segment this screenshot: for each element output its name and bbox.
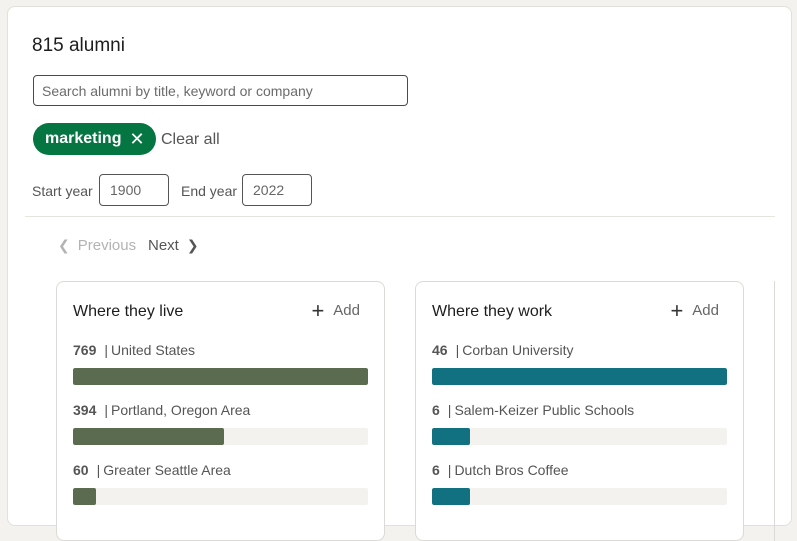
filter-pill-label: marketing: [45, 130, 122, 147]
row-count: 46: [432, 342, 448, 358]
add-label: Add: [333, 302, 360, 319]
bar-fill: [432, 428, 471, 445]
next-card-edge: [774, 281, 797, 541]
bar-track: [73, 368, 368, 385]
bar-track: [432, 428, 727, 445]
plus-icon: +: [311, 297, 325, 323]
start-year-input[interactable]: [99, 174, 169, 206]
card-title: Where they live: [73, 303, 184, 320]
bar-fill: [73, 488, 96, 505]
next-button[interactable]: Next ❯: [148, 237, 199, 254]
search-input[interactable]: [33, 75, 408, 106]
close-icon[interactable]: ✕: [129, 129, 145, 149]
bar-fill: [432, 368, 727, 385]
bar-track: [73, 428, 368, 445]
clear-all-button[interactable]: Clear all: [161, 131, 220, 148]
row-count: 6: [432, 402, 440, 418]
plus-icon: +: [670, 297, 684, 323]
card-title: Where they work: [432, 303, 553, 320]
bar-track: [432, 488, 727, 505]
alumni-count-title: 815 alumni: [32, 35, 125, 56]
add-button[interactable]: + Add: [670, 297, 719, 323]
list-item[interactable]: 60 | Greater Seattle Area: [73, 462, 368, 505]
list-item[interactable]: 46 | Corban University: [432, 342, 727, 385]
start-year-label: Start year: [32, 183, 93, 199]
end-year-input[interactable]: [242, 174, 312, 206]
row-label: Corban University: [462, 342, 574, 358]
add-button[interactable]: + Add: [311, 297, 360, 323]
list-item[interactable]: 6 | Dutch Bros Coffee: [432, 462, 727, 505]
divider: [25, 216, 775, 217]
filter-pill-marketing[interactable]: marketing ✕: [33, 123, 156, 155]
previous-button[interactable]: ❮ Previous: [58, 237, 136, 254]
row-label: Greater Seattle Area: [103, 462, 231, 478]
row-count: 60: [73, 462, 89, 478]
row-count: 394: [73, 402, 97, 418]
list-item[interactable]: 6 | Salem-Keizer Public Schools: [432, 402, 727, 445]
row-label: United States: [111, 342, 196, 358]
bar-fill: [73, 428, 225, 445]
row-count: 6: [432, 462, 440, 478]
chevron-left-icon: ❮: [58, 237, 70, 253]
list-item[interactable]: 394 | Portland, Oregon Area: [73, 402, 368, 445]
previous-label: Previous: [77, 237, 137, 254]
bar-track: [73, 488, 368, 505]
row-label: Salem-Keizer Public Schools: [454, 402, 635, 418]
bar-fill: [73, 368, 368, 385]
row-label: Dutch Bros Coffee: [454, 462, 569, 478]
bar-track: [432, 368, 727, 385]
card-where-they-work: Where they work + Add 46 | Corban Universi…: [415, 281, 744, 541]
bar-fill: [432, 488, 471, 505]
list-item[interactable]: 769 | United States: [73, 342, 368, 385]
card-where-they-live: Where they live + Add 769 | United States …: [56, 281, 385, 541]
end-year-label: End year: [181, 183, 238, 199]
row-count: 769: [73, 342, 97, 358]
row-label: Portland, Oregon Area: [111, 402, 251, 418]
next-label: Next: [148, 237, 179, 254]
add-label: Add: [692, 302, 719, 319]
chevron-right-icon: ❯: [186, 237, 199, 253]
alumni-panel: 815 alumni marketing ✕ Clear all Start y…: [7, 6, 792, 541]
